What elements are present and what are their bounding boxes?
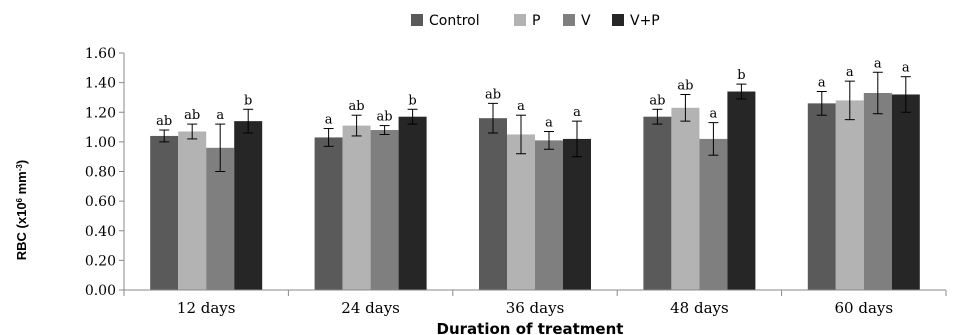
- significance-label: a: [545, 116, 553, 131]
- legend-label: P: [532, 13, 540, 29]
- y-tick-label: 0.40: [85, 224, 116, 240]
- bar: [398, 116, 427, 290]
- significance-label: a: [902, 61, 910, 76]
- x-tick-label: 24 days: [341, 299, 400, 317]
- bar: [563, 138, 591, 290]
- legend-swatch: [514, 14, 526, 26]
- bar: [507, 134, 535, 290]
- bar: [234, 121, 263, 290]
- significance-label: b: [244, 93, 252, 108]
- y-tick-label: 0.20: [85, 253, 116, 269]
- bar: [178, 131, 207, 290]
- significance-label: ab: [184, 108, 200, 123]
- x-tick-label: 36 days: [506, 299, 565, 317]
- significance-label: ab: [677, 78, 693, 93]
- bar: [835, 100, 864, 291]
- significance-label: ab: [377, 110, 393, 125]
- legend-swatch: [563, 14, 575, 26]
- significance-label: ab: [349, 99, 365, 114]
- legend: Control P V V+P: [411, 13, 660, 29]
- legend-label: V+P: [630, 13, 660, 29]
- legend-swatch: [411, 14, 423, 26]
- y-tick-label: 1.40: [85, 76, 116, 92]
- significance-label: a: [818, 76, 826, 91]
- significance-label: b: [408, 93, 416, 108]
- significance-label: a: [517, 99, 525, 114]
- legend-label: Control: [429, 13, 480, 29]
- x-tick-label: 60 days: [835, 299, 894, 317]
- significance-label: a: [846, 65, 854, 80]
- significance-label: a: [216, 108, 224, 123]
- x-tick-label: 48 days: [670, 299, 729, 317]
- bar: [863, 92, 892, 291]
- y-axis-title: RBC (x106 mm-3): [14, 160, 29, 260]
- significance-label: ab: [156, 114, 172, 129]
- y-tick-label: 0.80: [85, 165, 116, 181]
- bar: [370, 130, 399, 290]
- bar: [727, 91, 756, 290]
- significance-label: ab: [485, 87, 501, 102]
- bar: [671, 107, 700, 291]
- y-tick-label: 0.00: [85, 283, 116, 299]
- significance-label: a: [573, 105, 581, 120]
- x-axis-title: Duration of treatment: [437, 320, 624, 335]
- bar: [479, 118, 507, 290]
- y-tick-label: 1.20: [85, 105, 116, 121]
- significance-label: a: [325, 113, 333, 128]
- significance-label: a: [710, 107, 718, 122]
- x-axis: 12 days 24 days 36 days 48 days 60 days: [123, 289, 947, 317]
- y-tick-label: 1.00: [85, 135, 116, 151]
- bar: [342, 125, 371, 290]
- y-axis: 0.00 0.20 0.40 0.60 0.80 1.00 1.20 1.40 1.60: [85, 46, 125, 299]
- y-tick-label: 0.60: [85, 194, 116, 210]
- significance-label: b: [737, 68, 745, 83]
- bar: [643, 116, 672, 290]
- legend-label: V: [581, 13, 591, 29]
- bar: [891, 94, 920, 290]
- significance-label: a: [874, 56, 882, 71]
- bar: [150, 135, 179, 290]
- significance-label: ab: [649, 93, 665, 108]
- bar: [807, 103, 836, 290]
- bar: [699, 138, 728, 290]
- y-tick-label: 1.60: [85, 46, 116, 62]
- x-tick-label: 12 days: [177, 299, 236, 317]
- bar: [535, 140, 563, 290]
- legend-swatch: [612, 14, 624, 26]
- bar: [314, 137, 343, 290]
